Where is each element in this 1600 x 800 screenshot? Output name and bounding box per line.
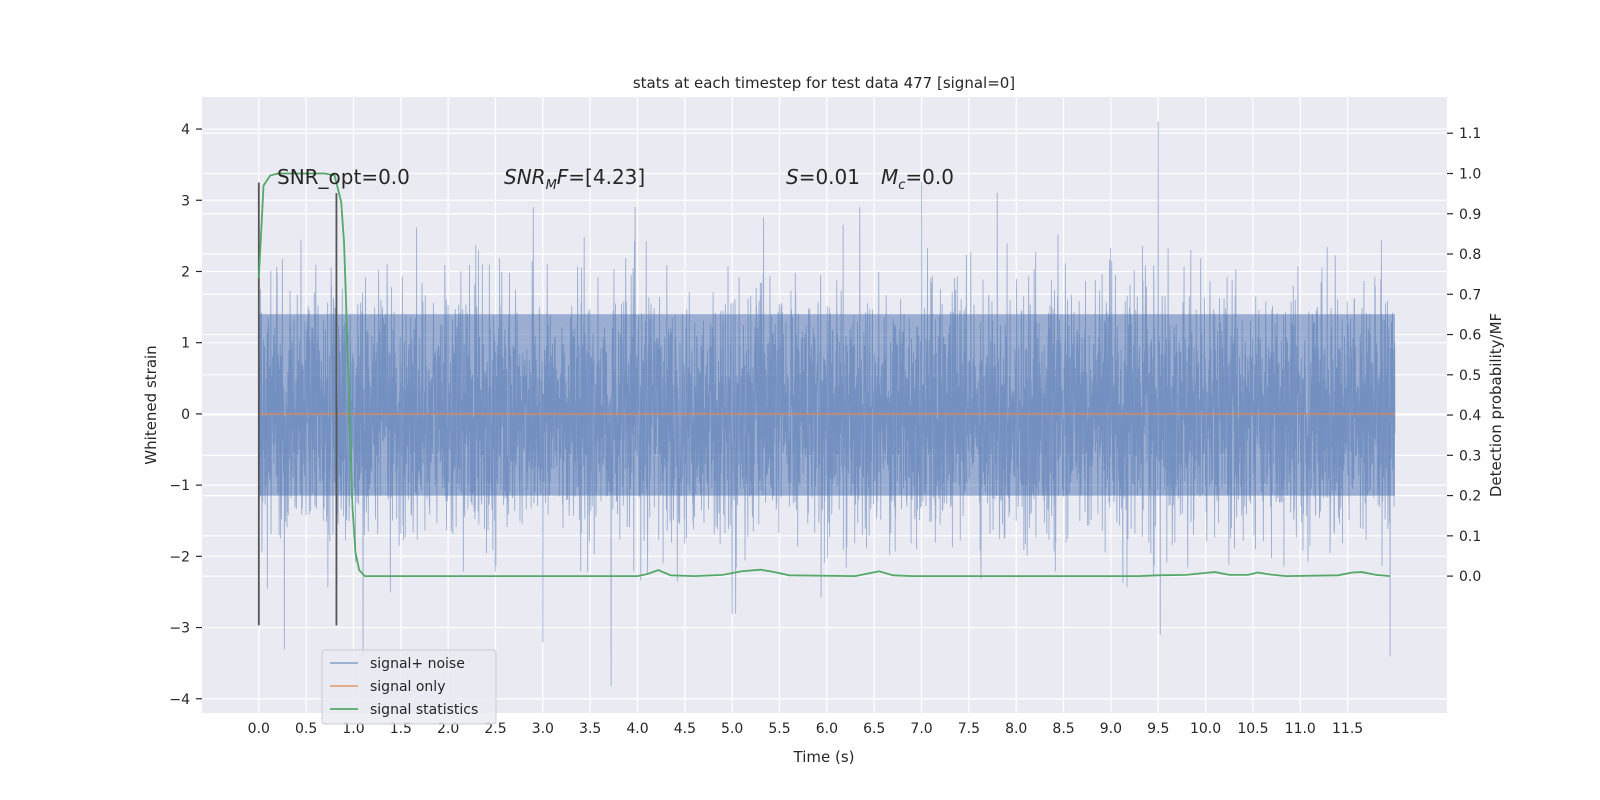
legend-label-statistics: signal statistics bbox=[370, 702, 478, 718]
noise-series-group bbox=[258, 121, 1396, 687]
y-tick-label: 2 bbox=[181, 264, 190, 280]
snr-mf-annotation: SNRMF=[4.23] bbox=[504, 165, 645, 193]
y-axis-label-right: Detection probability/MF bbox=[1487, 313, 1505, 497]
y-tick-label: −2 bbox=[169, 549, 190, 565]
tick-marks: 0.0 0.5 1.0 1.5 2.0 2.5 3.0 3.5 4.0 4.5 5.0 5.5 6.0 6… bbox=[169, 122, 1481, 737]
y-axis-label-left: Whitened strain bbox=[142, 345, 160, 464]
y2-tick-label: 0.9 bbox=[1459, 207, 1481, 223]
x-tick-label: 1.5 bbox=[390, 721, 412, 737]
x-tick-label: 7.0 bbox=[910, 721, 932, 737]
x-tick-label: 9.0 bbox=[1100, 721, 1122, 737]
s-name: S bbox=[786, 165, 799, 189]
x-tick-label: 6.5 bbox=[863, 721, 885, 737]
legend-box bbox=[321, 649, 497, 725]
y2-tick-label: 0.4 bbox=[1459, 408, 1481, 424]
mc-annotation: Mc=0.0 bbox=[881, 165, 954, 193]
y-tick-label: 0 bbox=[181, 407, 190, 423]
legend-label-signal-only: signal only bbox=[370, 679, 445, 695]
x-tick-label: 2.5 bbox=[484, 721, 506, 737]
y2-tick-label: 1.0 bbox=[1459, 166, 1481, 182]
x-tick-label: 10.0 bbox=[1190, 721, 1221, 737]
x-tick-label: 9.5 bbox=[1147, 721, 1169, 737]
x-tick-label: 8.0 bbox=[1005, 721, 1027, 737]
legend-label-noise: signal+ noise bbox=[370, 656, 465, 672]
y2-tick-label: 0.0 bbox=[1459, 569, 1481, 585]
signal-statistics-line bbox=[257, 172, 1391, 578]
y-tick-label: 1 bbox=[181, 336, 190, 352]
y2-tick-label: 0.5 bbox=[1459, 368, 1481, 384]
signal-noise-line bbox=[258, 121, 1396, 687]
snr-mf-sub: M bbox=[546, 178, 557, 193]
snr-mf-value: =[4.23] bbox=[568, 165, 645, 189]
chart-title: stats at each timestep for test data 477… bbox=[633, 74, 1015, 92]
y2-tick-label: 0.8 bbox=[1459, 247, 1481, 263]
x-tick-label: 11.5 bbox=[1332, 721, 1363, 737]
x-tick-label: 5.5 bbox=[768, 721, 790, 737]
legend: signal+ noise signal only signal statist… bbox=[321, 649, 497, 725]
x-tick-label: 2.0 bbox=[437, 721, 459, 737]
y-tick-label: −1 bbox=[169, 478, 190, 494]
y2-tick-label: 0.6 bbox=[1459, 328, 1481, 344]
x-tick-label: 0.5 bbox=[295, 721, 317, 737]
x-tick-label: 1.0 bbox=[342, 721, 364, 737]
y-tick-label: 4 bbox=[181, 122, 190, 138]
x-tick-label: 11.0 bbox=[1285, 721, 1316, 737]
mc-name: M bbox=[881, 165, 898, 189]
x-axis-label: Time (s) bbox=[793, 748, 855, 766]
y2-tick-label: 0.2 bbox=[1459, 489, 1481, 505]
snr-mf-name: SNR bbox=[504, 165, 546, 189]
s-value: =0.01 bbox=[799, 165, 860, 189]
s-annotation: S=0.01 bbox=[786, 165, 860, 189]
x-tick-label: 8.5 bbox=[1052, 721, 1074, 737]
x-tick-label: 0.0 bbox=[248, 721, 270, 737]
y-tick-label: 3 bbox=[181, 193, 190, 209]
mc-sub: c bbox=[898, 178, 905, 193]
y2-tick-label: 0.1 bbox=[1459, 529, 1481, 545]
y2-tick-label: 0.3 bbox=[1459, 448, 1481, 464]
y2-tick-label: 1.1 bbox=[1459, 126, 1481, 142]
x-tick-label: 3.0 bbox=[532, 721, 554, 737]
mc-value: =0.0 bbox=[905, 165, 954, 189]
x-tick-label: 10.5 bbox=[1237, 721, 1268, 737]
x-tick-label: 4.0 bbox=[626, 721, 648, 737]
y-tick-label: −4 bbox=[169, 692, 190, 708]
snr-mf-tail: F bbox=[557, 165, 569, 189]
x-tick-label: 4.5 bbox=[674, 721, 696, 737]
y2-tick-label: 0.7 bbox=[1459, 287, 1481, 303]
vertical-markers bbox=[257, 182, 338, 626]
y-tick-label: −3 bbox=[169, 621, 190, 637]
x-tick-label: 6.0 bbox=[816, 721, 838, 737]
x-tick-label: 7.5 bbox=[958, 721, 980, 737]
snr-opt-annotation: SNR_opt=0.0 bbox=[277, 165, 410, 189]
x-tick-label: 3.5 bbox=[579, 721, 601, 737]
x-tick-label: 5.0 bbox=[721, 721, 743, 737]
